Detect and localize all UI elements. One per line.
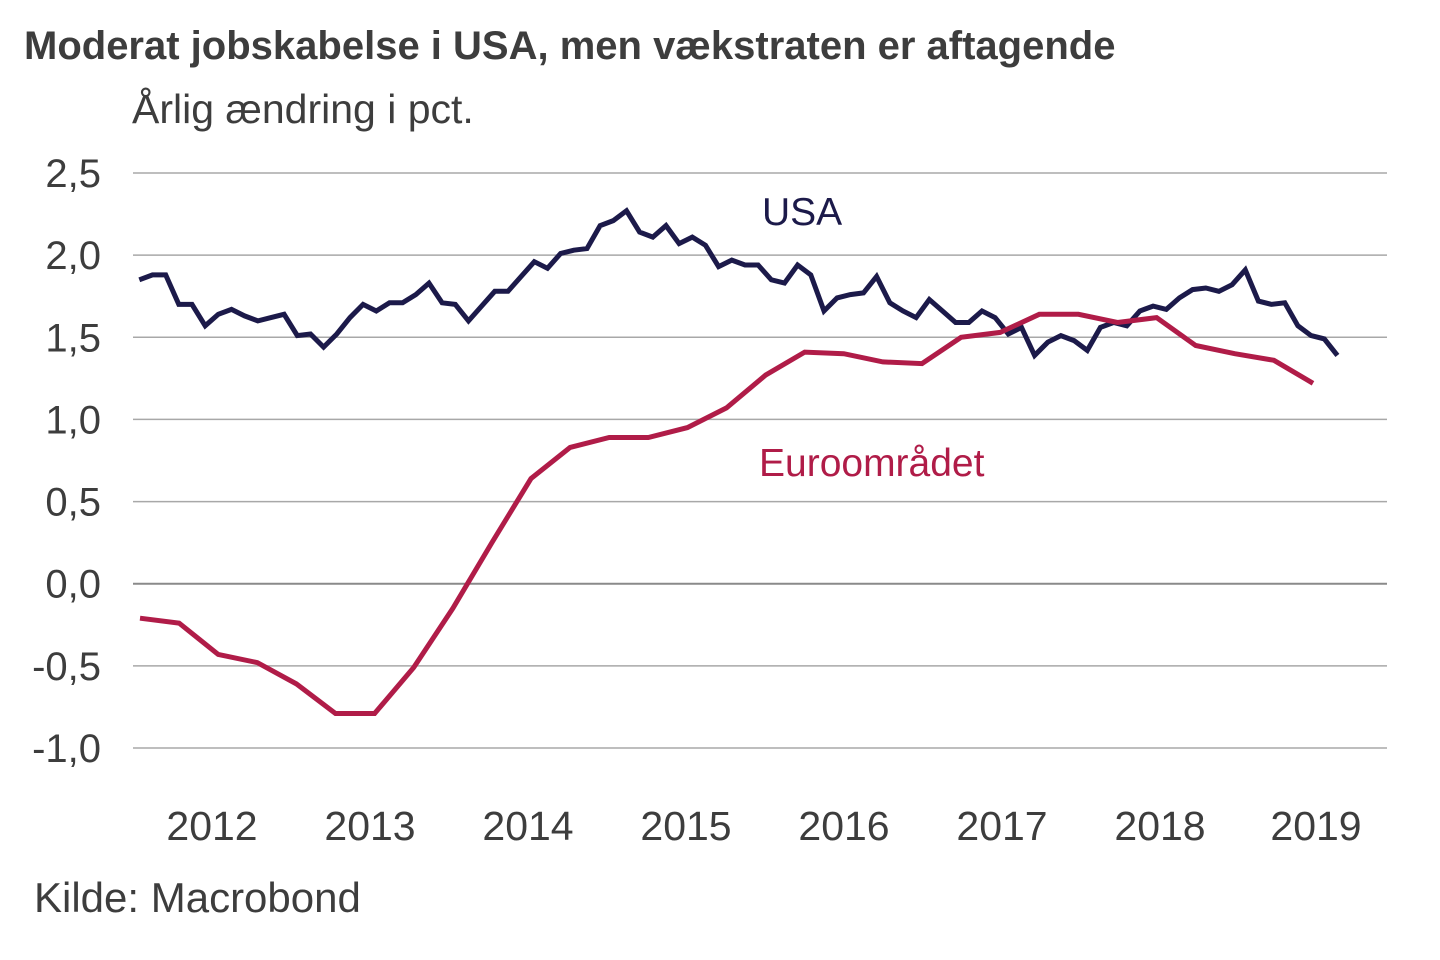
series-label-usa: USA <box>762 191 842 234</box>
chart-subtitle: Årlig ændring i pct. <box>132 86 474 132</box>
x-tick-label: 2018 <box>1114 803 1205 849</box>
gridlines <box>133 172 1387 749</box>
x-axis-ticks: 2012 2013 2014 2015 2016 2017 2018 2019 <box>166 803 1361 849</box>
y-tick-label: 1,0 <box>45 398 101 442</box>
y-tick-label: 0,0 <box>45 563 101 607</box>
y-tick-label: 0,5 <box>45 481 101 525</box>
x-tick-label: 2016 <box>798 803 889 849</box>
series-line-euroomradet <box>139 311 1315 716</box>
x-tick-label: 2019 <box>1270 803 1361 849</box>
y-tick-label: 2,0 <box>45 234 101 278</box>
source-note: Kilde: Macrobond <box>34 874 361 921</box>
series-line-usa <box>138 207 1340 360</box>
y-tick-label: -0,5 <box>32 645 101 689</box>
x-tick-label: 2013 <box>324 803 415 849</box>
chart-title: Moderat jobskabelse i USA, men vækstrate… <box>24 24 1116 68</box>
x-tick-label: 2015 <box>640 803 731 849</box>
x-tick-label: 2012 <box>166 803 257 849</box>
y-tick-label: -1,0 <box>32 727 101 771</box>
y-axis-ticks: 2,5 2,0 1,5 1,0 0,5 0,0 -0,5 -1,0 <box>32 152 101 771</box>
series-label-euroomradet: Euroområdet <box>759 442 985 485</box>
x-tick-label: 2017 <box>956 803 1047 849</box>
y-tick-label: 2,5 <box>45 152 101 196</box>
y-tick-label: 1,5 <box>45 316 101 360</box>
x-tick-label: 2014 <box>482 803 573 849</box>
series-lines <box>138 207 1340 716</box>
